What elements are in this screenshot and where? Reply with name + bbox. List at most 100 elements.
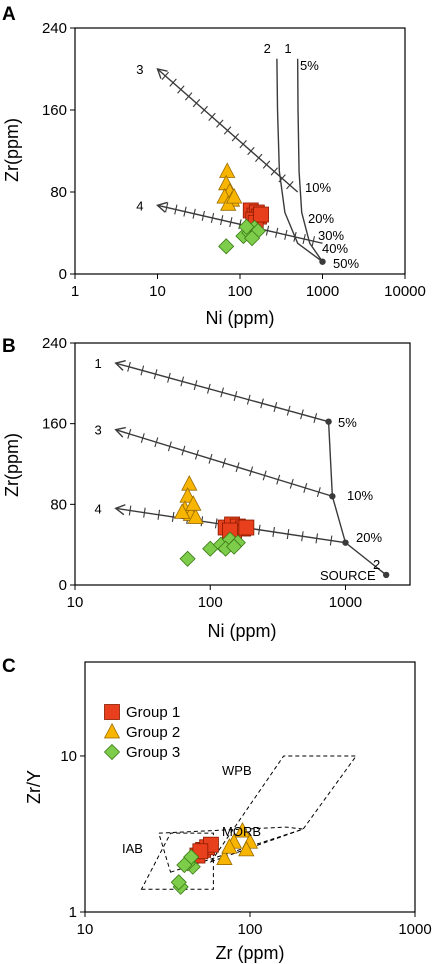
model-curve-4-hatch [258,524,261,535]
group-2-point [238,840,255,857]
curve-label-1: 1 [284,41,291,56]
model-curve-1-hatch [153,369,158,380]
model-curve-1-hatch [180,376,185,387]
model-curve-1-hatch [273,402,278,412]
y-tick-label: 0 [59,266,67,283]
x-tick-label: 10 [149,283,166,300]
model-curve-3-hatch [127,428,132,439]
model-curve-1-hatch [260,398,264,409]
panel-b-mix-dot [382,571,390,579]
panel-a-annotation: 20% [308,211,334,226]
x-tick-label: 10 [77,921,94,938]
model-curve-4-hatch [165,202,169,213]
curve-label-3: 3 [94,423,101,438]
model-curve-4-arrowhead [156,201,168,213]
model-curve-3-hatch [161,71,169,80]
model-curve-1 [296,58,324,263]
model-curve-3-hatch [239,140,247,149]
model-curve-1-hatch [140,365,145,376]
y-tick-label: 1 [69,904,77,921]
x-tick-label: 10000 [384,283,426,300]
x-tick-label: 1000 [329,594,362,611]
model-curve-4-hatch [201,210,205,221]
legend-label-2: Group 2 [126,724,180,741]
panel-c-frame [84,661,416,913]
legend-swatch-2 [103,722,121,739]
model-curve-1-hatch [193,380,198,391]
model-curve-3-hatch [208,112,216,121]
model-curve-4-hatch [210,212,215,223]
group-2-point [234,821,251,838]
model-curve-3-arrowhead [114,426,126,438]
group-2-point [187,508,204,524]
panel-a-annotation: 5% [300,58,319,73]
y-tick-label: 240 [42,335,67,352]
model-curve-3-hatch [286,181,294,190]
panel-c-letter: C [2,656,16,677]
legend-swatch-3 [103,743,121,761]
model-curve-3-hatch [223,126,232,135]
model-curve-4-hatch [229,217,233,228]
panel-a-annotation: 30% [318,228,344,243]
panel-b-mix-dot [329,493,336,500]
model-curve-3-arrowhead [156,68,168,79]
model-curve-3-hatch [222,458,227,468]
field-wpb [209,755,358,863]
model-curve-4-hatch [128,505,132,516]
panel-a-annotation: 40% [322,241,348,256]
model-curve-4-hatch [329,535,333,546]
model-curve-4-hatch [220,215,224,226]
model-curve-4-hatch [293,231,297,242]
panel-c: C Zr (ppm) Zr/Y 10 100 1000110WPBMORBIABGr… [2,656,432,963]
panel-c-xlabel: Zr (ppm) [216,943,285,963]
model-curve-3-hatch [208,453,213,464]
panel-a-annotation: 10% [305,180,331,195]
panel-b-frame [74,342,411,586]
group-3-point [179,550,196,567]
model-curve-3-hatch [255,153,263,162]
group-2-point [181,475,198,491]
model-curve-3-hatch [289,478,294,489]
y-tick-label: 160 [42,102,67,119]
x-tick-label: 100 [237,921,262,938]
model-curve-2 [276,58,323,263]
group-2-point [185,495,202,511]
panel-b-annotation: 5% [338,415,357,430]
group-1-point [238,519,255,536]
curve-label-3: 3 [136,62,143,77]
model-curve-4-hatch [311,236,315,247]
field-iab [140,832,214,890]
y-tick-label: 10 [60,748,77,765]
panel-b-mix-dot [342,539,349,546]
legend-swatch-1 [104,704,120,720]
model-curve-1-hatch [313,413,318,423]
legend-label-1: Group 1 [126,704,180,721]
field-label-iab: IAB [122,841,143,856]
panel-b-annotation: SOURCE [320,568,376,583]
panel-a-source-dot [319,258,326,265]
model-curve-1-hatch [127,361,131,372]
panel-b-mix-dot [325,418,332,425]
panel-b: B Ni (ppm) Zr(ppm) 10 100 1000 0 80 160 240 1 2 3… [2,335,411,641]
model-curve-1-hatch [220,387,224,398]
model-curve-3-hatch [192,99,201,108]
model-curve-1-hatch [246,394,251,405]
model-curve-3-hatch [216,119,224,128]
model-curve-4-hatch [157,509,161,520]
group-1-point [253,206,269,223]
model-curve-3-hatch [276,474,281,485]
panel-b-xlabel: Ni (ppm) [207,621,276,641]
model-curve-3-hatch [316,487,321,498]
model-curve-4-hatch [183,206,187,217]
group-3-point [218,238,235,255]
group-2-point [219,162,236,178]
y-tick-label: 0 [59,577,67,594]
model-curve-3-hatch [247,146,255,156]
curve-label-2: 2 [264,41,271,56]
legend-label-3: Group 3 [126,744,180,761]
model-curve-3-hatch [270,167,279,176]
model-curve-4-hatch [265,225,270,236]
model-curve-3-hatch [235,462,240,473]
curve-label-2: 2 [373,557,380,572]
